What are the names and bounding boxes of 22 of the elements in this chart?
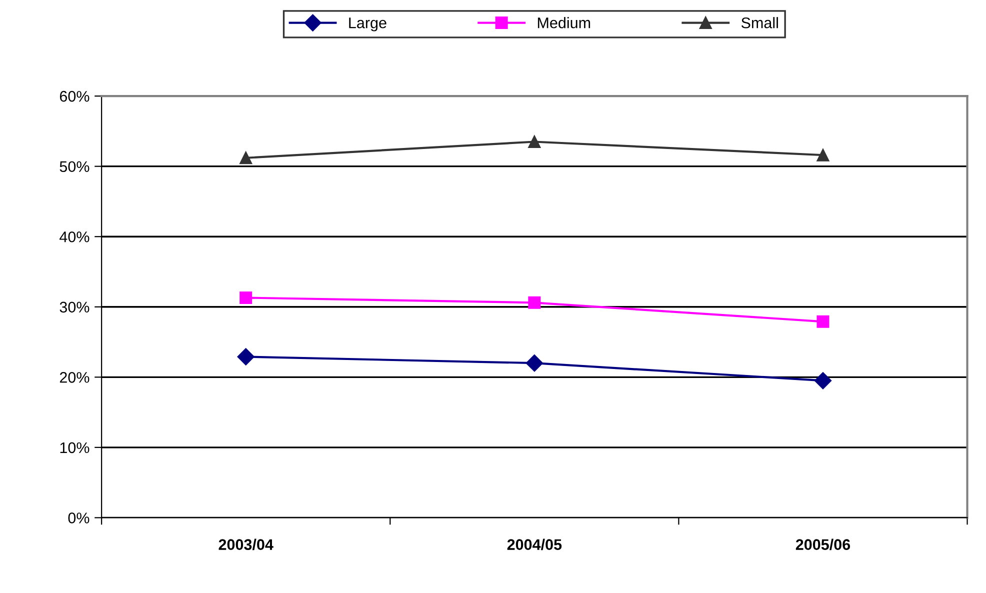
point [814,372,832,390]
point [816,315,830,328]
point [528,135,541,148]
y-tick-label: 30% [60,302,90,313]
y-tick-label: 0% [68,512,90,524]
x-tick-label: 2003/04 [218,538,274,550]
legend-label: Large [349,18,386,32]
point [816,148,830,162]
y-tick-label: 40% [60,231,90,242]
y-tick-label: 50% [60,161,90,172]
point [237,348,254,366]
x-tick-label: 2004/05 [507,538,562,550]
y-tick-label: 60% [60,90,90,102]
point [240,291,252,304]
point [526,354,543,372]
point [528,296,541,309]
y-tick-label: 10% [60,442,90,454]
legend-label: Small [741,17,778,28]
x-tick-label: 2005/06 [796,538,850,550]
point [240,152,252,164]
y-tick-label: 20% [60,372,90,383]
legend-label: Medium [538,17,590,28]
